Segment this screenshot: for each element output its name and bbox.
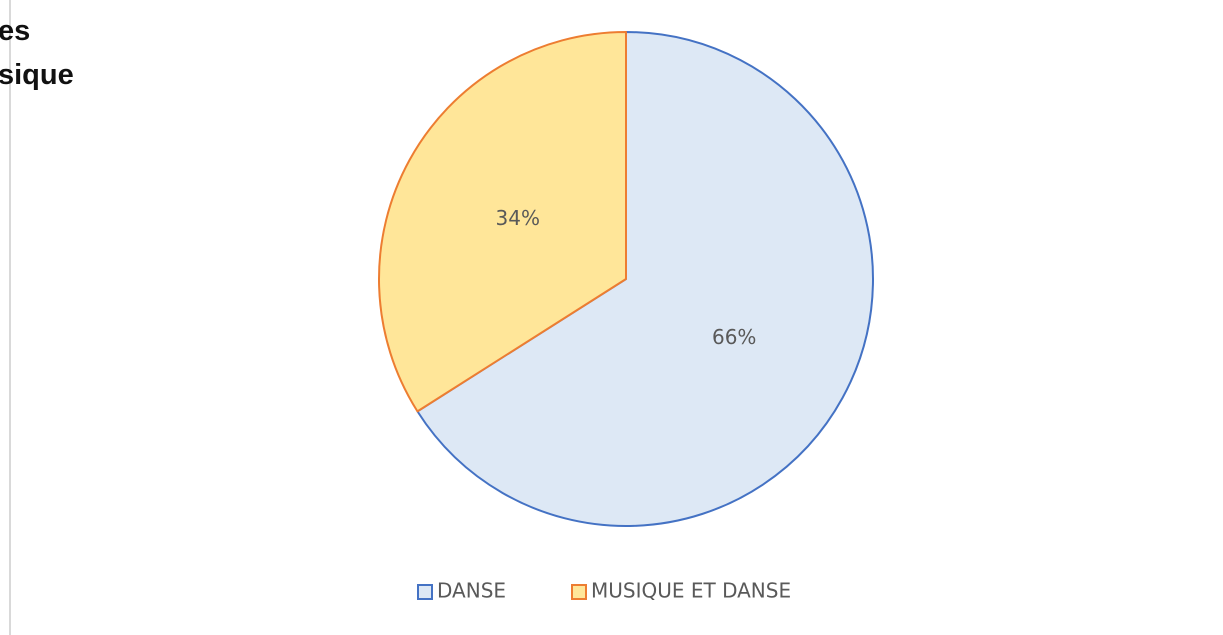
legend-label: DANSE bbox=[437, 579, 506, 603]
data-label: 34% bbox=[496, 206, 540, 230]
pie-slice bbox=[416, 31, 874, 527]
data-label: 66% bbox=[712, 325, 756, 349]
legend-swatch bbox=[417, 584, 433, 600]
legend-label: MUSIQUE ET DANSE bbox=[591, 579, 791, 603]
header-line: sique bbox=[0, 59, 74, 91]
header-line: es bbox=[0, 15, 30, 47]
pie-slice bbox=[378, 31, 627, 413]
legend-swatch bbox=[571, 584, 587, 600]
